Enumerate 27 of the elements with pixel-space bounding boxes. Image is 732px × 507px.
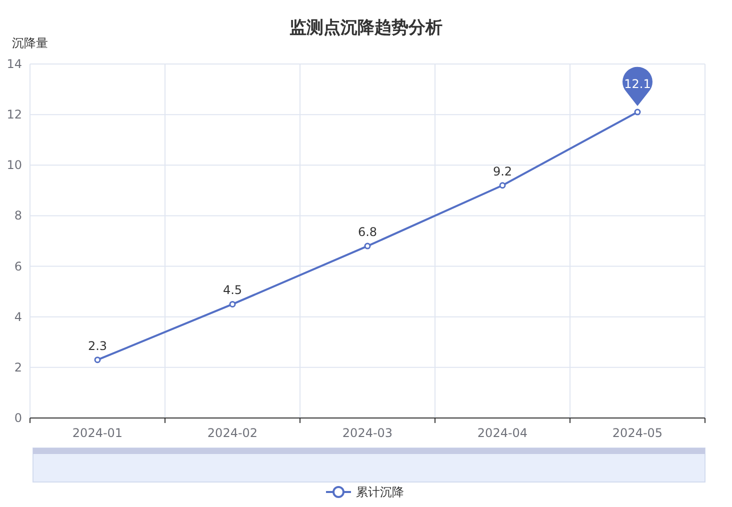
y-tick-label: 4 (14, 310, 22, 324)
pin: 12.1 (622, 66, 652, 106)
point (94, 356, 101, 364)
point (364, 242, 371, 250)
chart-title: 监测点沉降趋势分析 (290, 18, 442, 38)
point (499, 182, 506, 189)
legend-label: 累计沉降 (356, 485, 404, 499)
y-tick-label: 10 (6, 158, 22, 172)
point (634, 108, 641, 116)
x-tick-label: 2024-01 (72, 426, 123, 440)
annotation: 12.1 (624, 77, 651, 92)
x-tick-label: 2024-05 (612, 426, 663, 440)
y-tick-label: 2 (14, 360, 22, 374)
x-tick-label: 2024-03 (342, 426, 393, 440)
x-tick-label: 2024-04 (477, 426, 528, 440)
x-tick-label: 2024-02 (207, 426, 258, 440)
y-tick-label: 14 (6, 57, 22, 71)
point (229, 300, 236, 308)
data-label: 2.3 (88, 338, 108, 353)
y-axis-title: 沉降量 (12, 36, 48, 50)
data-label: 9.2 (492, 164, 512, 178)
data-label: 6.8 (358, 225, 378, 240)
y-tick-label: 6 (14, 259, 22, 274)
data-label: 4.5 (222, 283, 242, 298)
y-tick-label: 0 (14, 411, 22, 425)
y-tick-label: 12 (6, 108, 22, 122)
y-tick-label: 8 (14, 208, 22, 223)
